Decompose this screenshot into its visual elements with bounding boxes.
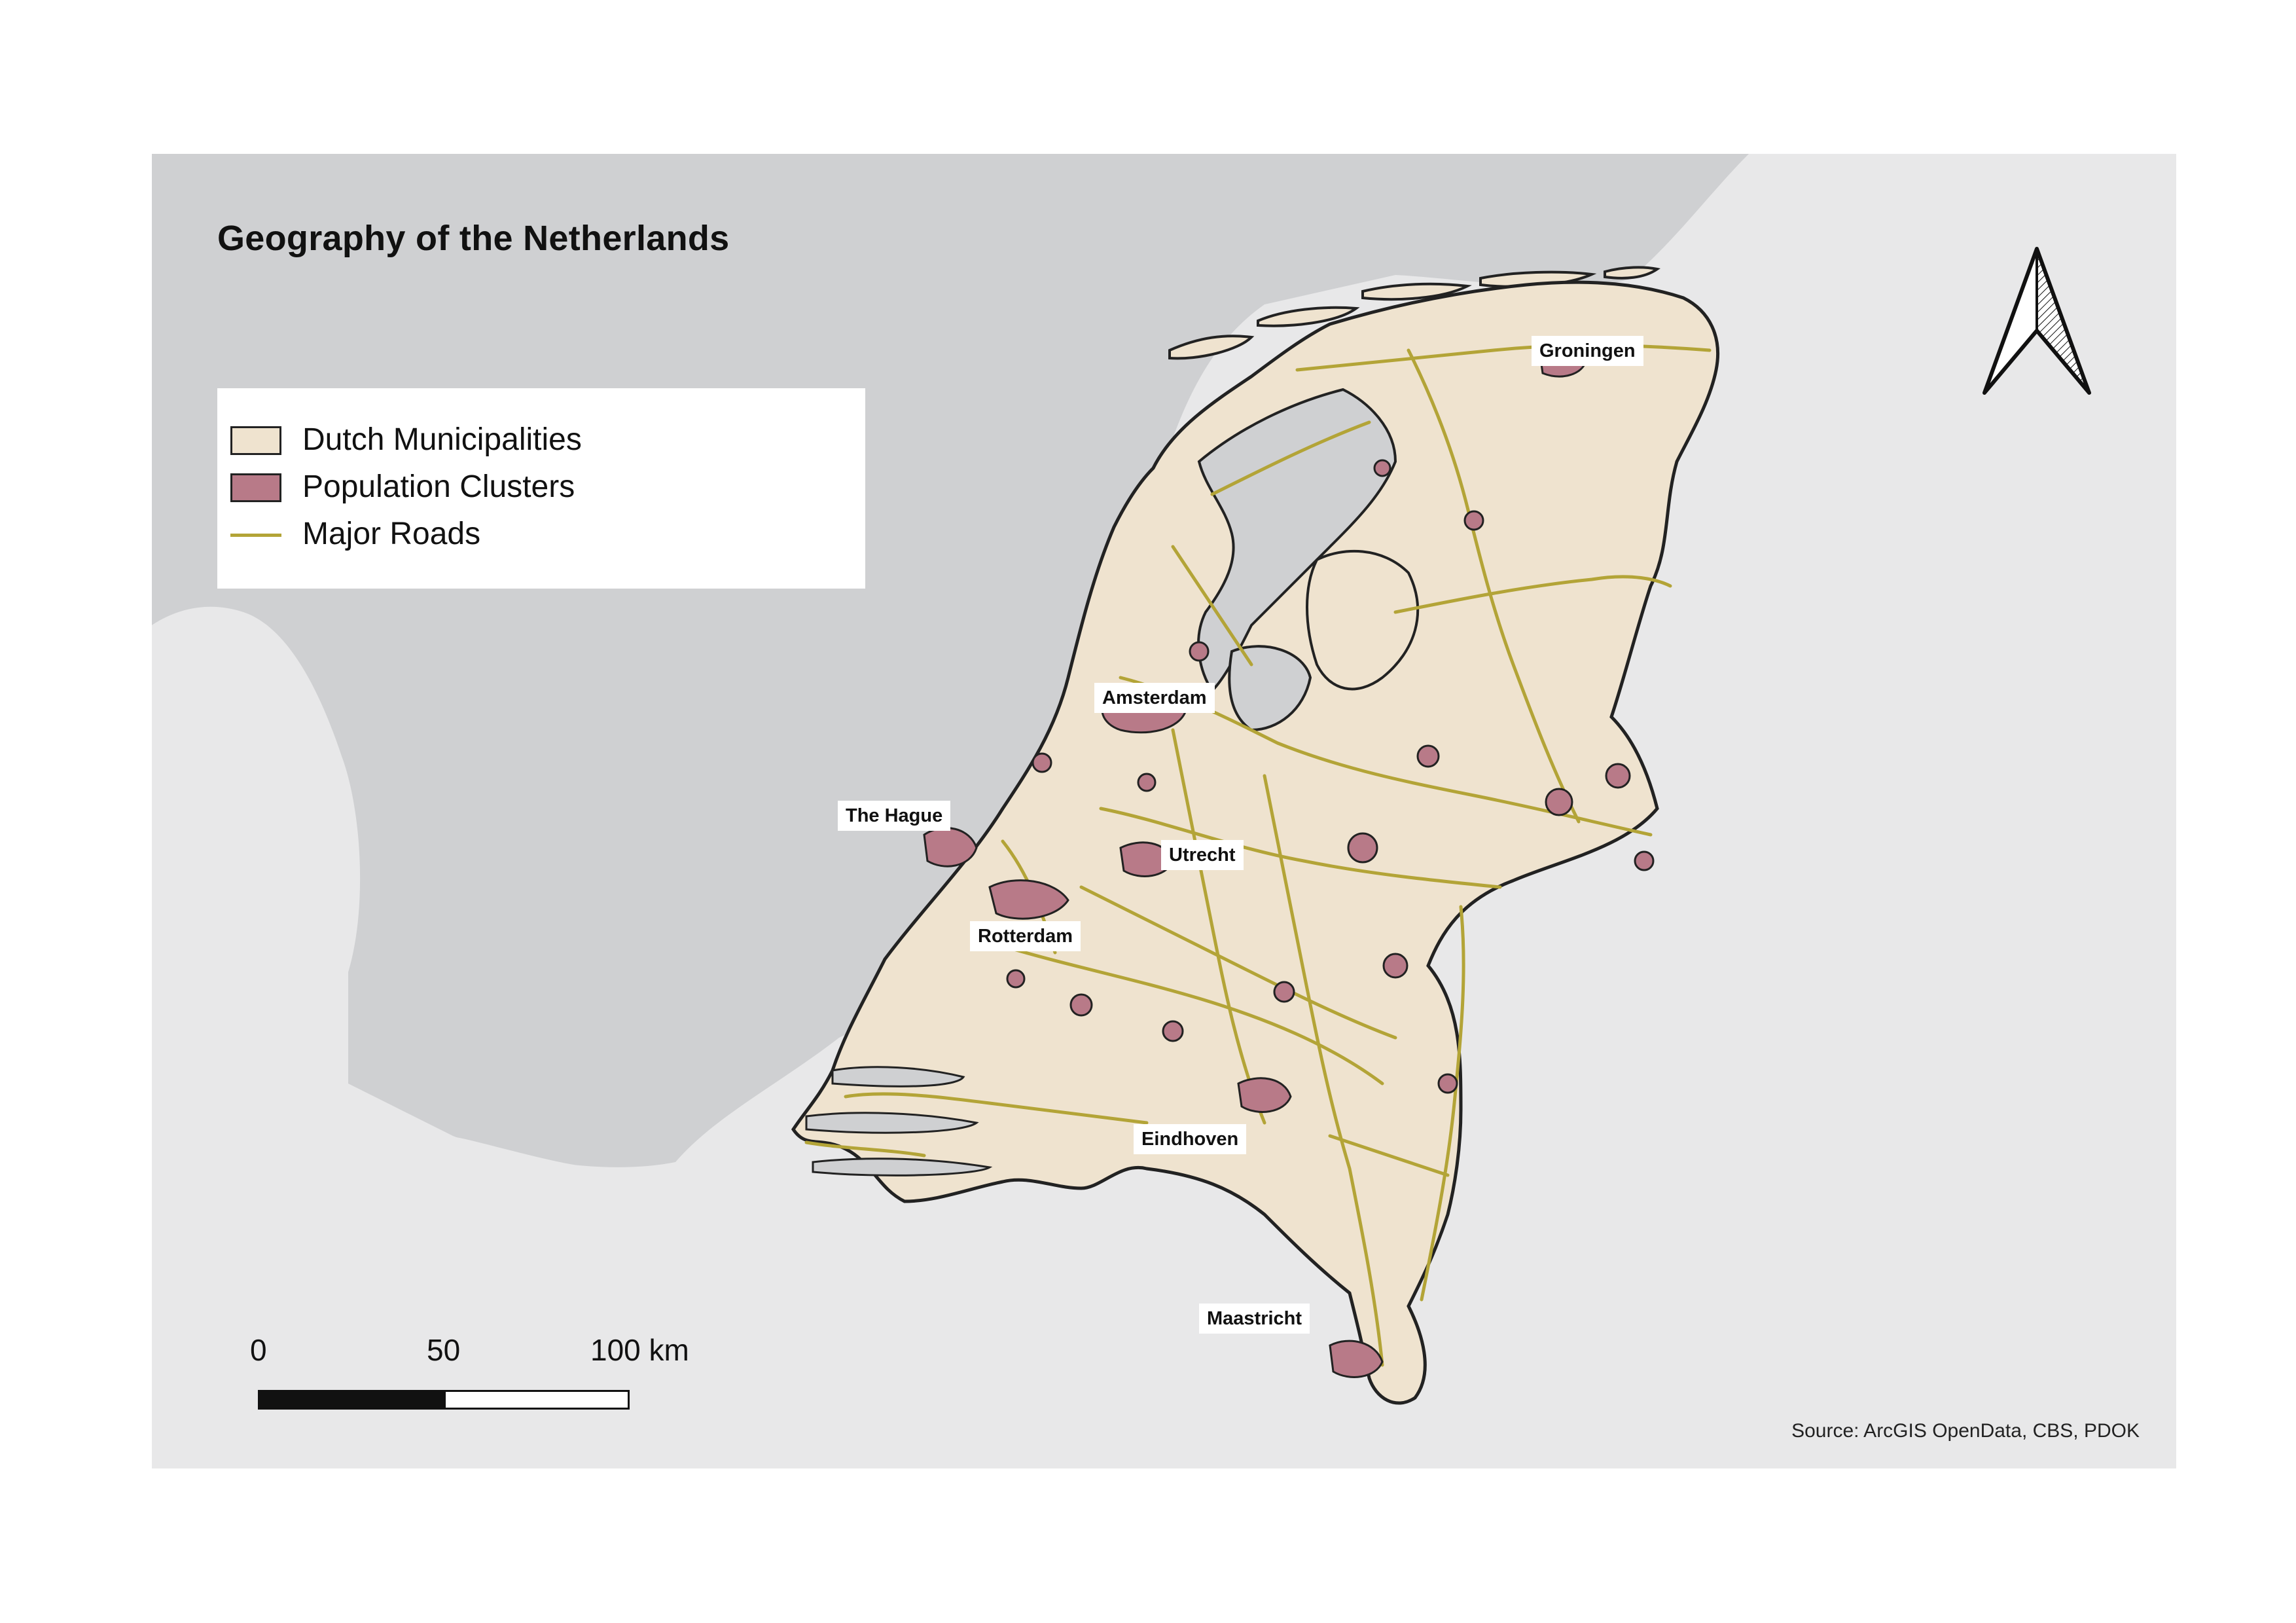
scale-label-0: 0	[250, 1333, 267, 1367]
scale-bar-graphic	[258, 1390, 630, 1410]
legend: Dutch Municipalities Population Clusters…	[217, 388, 865, 589]
city-label-the-hague: The Hague	[838, 801, 951, 831]
uk-coast	[152, 609, 304, 1006]
cluster-rotterdam	[988, 879, 1069, 920]
map-canvas[interactable]	[152, 154, 2176, 1468]
netherlands-land[interactable]	[791, 280, 1720, 1405]
zeeland-waters	[805, 1066, 993, 1176]
source-attribution: Source: ArcGIS OpenData, CBS, PDOK	[1791, 1420, 2140, 1442]
city-label-rotterdam: Rotterdam	[970, 921, 1081, 951]
legend-item-roads: Major Roads	[230, 511, 846, 552]
wadden-islands	[1168, 266, 1660, 360]
scale-bar: 0 50 100 km	[237, 1332, 689, 1424]
city-label-groningen: Groningen	[1532, 336, 1643, 366]
cluster-swatch	[230, 473, 281, 502]
major-roads	[804, 344, 1712, 1367]
city-label-maastricht: Maastricht	[1199, 1304, 1310, 1334]
southern-coast	[152, 1123, 806, 1468]
flevoland	[1306, 549, 1419, 691]
legend-label: Major Roads	[302, 517, 481, 551]
city-label-eindhoven: Eindhoven	[1134, 1124, 1247, 1154]
municipality-swatch	[230, 426, 281, 455]
road-line-swatch	[230, 534, 281, 537]
legend-label: Population Clusters	[302, 469, 575, 504]
scale-label-50: 50	[427, 1333, 461, 1367]
map-title: Geography of the Netherlands	[217, 219, 730, 258]
legend-item-municipalities: Dutch Municipalities	[230, 417, 846, 458]
scale-bar-black-segment	[260, 1392, 446, 1408]
city-label-amsterdam: Amsterdam	[1094, 683, 1215, 713]
cluster-maastricht	[1329, 1340, 1384, 1378]
city-label-utrecht: Utrecht	[1161, 840, 1244, 870]
ijsselmeer	[1197, 388, 1397, 693]
markermeer	[1228, 645, 1312, 732]
map-frame[interactable]: Geography of the Netherlands Dutch Munic…	[152, 154, 2176, 1468]
north-arrow-icon	[1982, 247, 2091, 395]
legend-label: Dutch Municipalities	[302, 422, 582, 457]
scale-label-100: 100 km	[590, 1333, 689, 1367]
legend-item-clusters: Population Clusters	[230, 464, 846, 505]
cluster-eindhoven	[1237, 1077, 1292, 1113]
